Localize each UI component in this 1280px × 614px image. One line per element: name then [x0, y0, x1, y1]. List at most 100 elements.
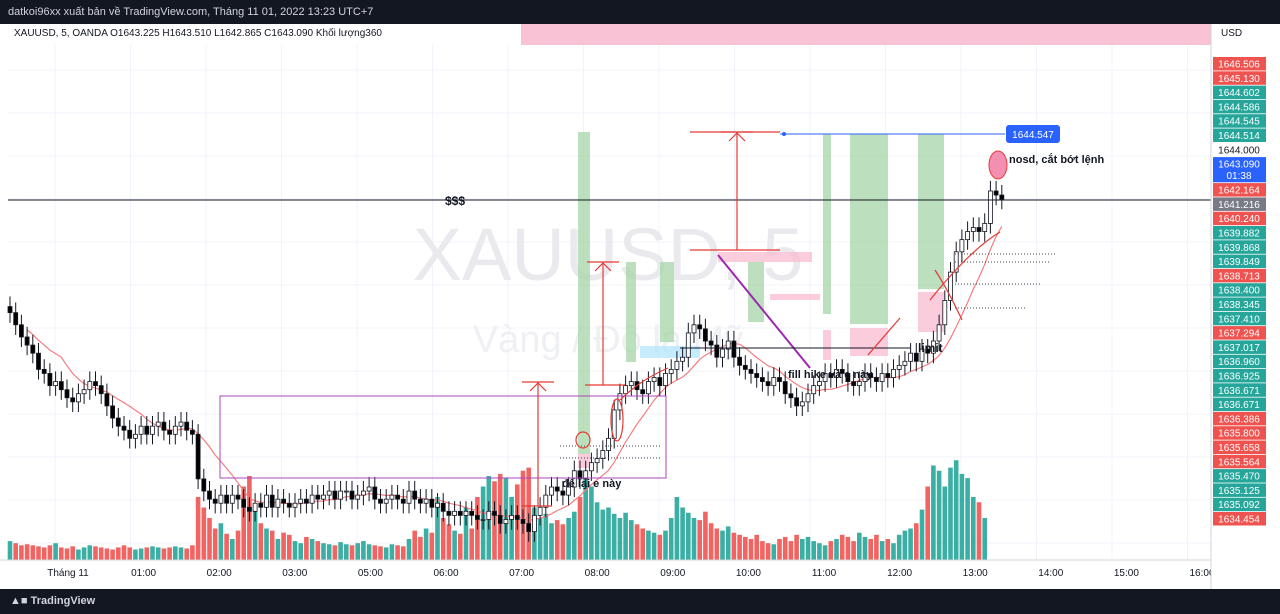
time-tick: Tháng 11 [47, 568, 89, 579]
price-label: 1636.386 [1218, 414, 1260, 425]
candle-body [628, 381, 634, 387]
volume-bar [788, 541, 794, 560]
volume-bar [914, 523, 919, 560]
candle-body [976, 227, 982, 232]
candle-body [47, 373, 53, 387]
pink-highlight-band [521, 24, 1211, 45]
volume-bar [640, 528, 645, 560]
volume-bar [896, 534, 902, 560]
volume-bar [948, 467, 953, 560]
candle-body [184, 421, 190, 431]
candle-body [269, 494, 275, 508]
volume-bar [110, 549, 115, 560]
volume-bar [879, 541, 885, 560]
volume-bar [440, 518, 446, 560]
blue-level-label: 1644.547 [1012, 130, 1054, 141]
time-tick: 15:00 [1114, 568, 1139, 579]
volume-bar [24, 544, 30, 560]
price-label-bg [1213, 283, 1266, 297]
candle-body [566, 486, 571, 496]
volume-bar [754, 534, 759, 560]
candle-body [178, 421, 184, 427]
candle-body [731, 340, 737, 358]
candle-body [24, 336, 30, 346]
volume-bar [138, 548, 144, 560]
candle-body [58, 381, 64, 391]
candle-body [98, 385, 104, 395]
price-label-bg [1213, 197, 1266, 211]
price-label-bg [1213, 383, 1266, 397]
candle-body [292, 502, 298, 508]
candle-body [583, 470, 589, 480]
volume-bar [554, 520, 560, 560]
candle-body [224, 494, 230, 504]
volume-bar [190, 545, 195, 560]
range-box [219, 395, 667, 479]
volume-bar [777, 539, 782, 560]
volume-bar [19, 545, 24, 560]
volume-bar [953, 460, 959, 560]
volume-bar [252, 507, 258, 560]
trade-zones [578, 132, 944, 468]
candle-body [53, 381, 58, 387]
volume-bar [218, 523, 224, 560]
candle-body [452, 510, 458, 516]
candle-body [902, 360, 908, 366]
price-label: 1638.713 [1218, 271, 1260, 282]
volume-bar [942, 486, 948, 560]
position-zone [578, 132, 590, 454]
candle-body [845, 373, 851, 382]
volume-bar [811, 541, 816, 560]
volume-bar [378, 546, 383, 560]
position-zone [748, 262, 764, 322]
highlight-ellipse [610, 398, 624, 442]
candle-body [788, 393, 794, 399]
volume-bar [195, 497, 201, 560]
price-label-bg [1213, 71, 1266, 85]
candle-body [41, 369, 47, 374]
price-label: 1644.586 [1218, 102, 1260, 113]
volume-bar [292, 541, 298, 560]
volume-bar [30, 545, 36, 560]
currency-label[interactable]: USD [1221, 28, 1243, 39]
candle-body [708, 340, 714, 346]
volume-bar [326, 544, 332, 560]
position-zone [850, 134, 888, 324]
candle-body [457, 510, 463, 516]
candle-body [36, 352, 41, 370]
candle-body [868, 373, 874, 378]
candle-body [207, 490, 212, 500]
candle-body [623, 385, 628, 395]
price-label: 1644.602 [1218, 88, 1260, 99]
candle-body [959, 239, 965, 253]
volume-bar [885, 539, 891, 560]
candle-body [7, 306, 13, 314]
volume-bar [611, 513, 617, 560]
position-zone [850, 328, 888, 356]
volume-bar [800, 539, 805, 560]
volume-bar [834, 539, 839, 560]
candle-body [646, 381, 651, 395]
candle-body [167, 429, 173, 435]
volume-bar [743, 536, 748, 560]
candle-body [754, 373, 760, 378]
candle-body [252, 502, 258, 512]
volume-bar [851, 541, 856, 560]
volume-bar [264, 528, 269, 560]
red-mark [934, 269, 963, 321]
volume-bar [269, 530, 275, 560]
candle-body [725, 340, 731, 350]
time-axis: Tháng 11 01:00 02:00 03:00 05:00 06:00 07:00 08… [0, 559, 1215, 589]
price-label: 1639.882 [1218, 229, 1260, 240]
volume-bar [116, 547, 121, 560]
candle-body [70, 397, 76, 403]
price-label: 1638.400 [1218, 286, 1260, 297]
volume-bar [150, 546, 155, 560]
volume-bar [406, 539, 412, 560]
candle-body [503, 519, 509, 524]
candle-body [851, 381, 856, 387]
candle-body [965, 231, 970, 241]
candle-body [771, 377, 777, 387]
volume-bar [668, 518, 674, 560]
